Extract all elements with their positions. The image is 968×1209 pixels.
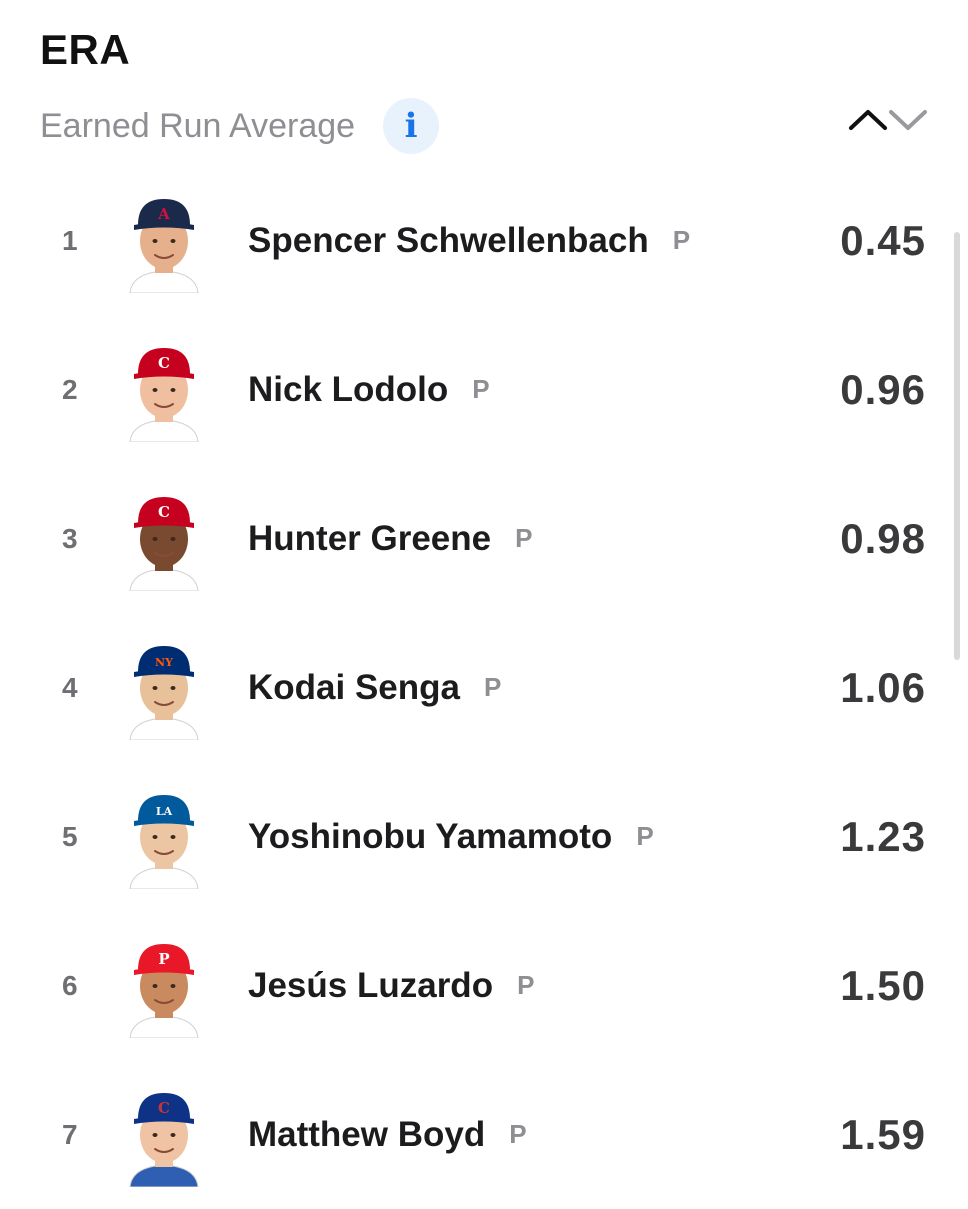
player-name[interactable]: Nick Lodolo [248, 369, 449, 409]
rank-number: 6 [62, 969, 78, 1001]
chevron-down-icon[interactable] [888, 104, 928, 134]
svg-text:C: C [158, 354, 170, 372]
stat-value: 1.50 [840, 961, 926, 1009]
sort-controls [848, 104, 928, 134]
player-info: Yoshinobu Yamamoto P [248, 817, 654, 857]
stat-value: 1.59 [840, 1110, 926, 1158]
chevron-up-icon[interactable] [848, 104, 888, 134]
stat-value: 1.06 [840, 663, 926, 711]
rank-number: 5 [62, 820, 78, 852]
player-position: P [472, 374, 490, 404]
svg-text:C: C [158, 1099, 170, 1117]
player-headshot-icon[interactable]: A [124, 189, 204, 293]
player-info: Hunter Greene P [248, 519, 532, 559]
stat-value: 0.96 [840, 365, 926, 413]
player-headshot-icon[interactable]: C [124, 338, 204, 442]
player-name[interactable]: Jesús Luzardo [248, 965, 494, 1005]
leader-row[interactable]: 5 LA Yoshinobu Yamamoto P 1.23 [0, 762, 968, 911]
player-headshot-icon[interactable]: C [124, 487, 204, 591]
subtitle-row: Earned Run Average i [40, 98, 440, 154]
svg-text:A: A [157, 205, 170, 223]
svg-text:LA: LA [156, 805, 173, 818]
leader-row[interactable]: 7 C Matthew Boyd P 1.59 [0, 1060, 968, 1209]
player-position: P [636, 821, 654, 851]
stat-subtitle: Earned Run Average [40, 106, 356, 145]
player-headshot-icon[interactable]: P [124, 934, 204, 1038]
svg-text:NY: NY [155, 656, 173, 669]
player-position: P [483, 672, 502, 702]
rank-number: 4 [62, 671, 78, 703]
rank-number: 3 [62, 522, 78, 554]
player-info: Nick Lodolo P [248, 370, 490, 410]
player-headshot-icon[interactable]: C [124, 1083, 204, 1187]
scrollbar[interactable] [954, 232, 960, 660]
leader-row[interactable]: 3 C Hunter Greene P 0.98 [0, 464, 968, 613]
player-position: P [509, 1119, 527, 1149]
leader-row[interactable]: 2 C Nick Lodolo P 0.96 [0, 315, 968, 464]
page-title: ERA [40, 26, 131, 73]
stat-value: 1.23 [840, 812, 926, 860]
stat-value: 0.98 [840, 514, 926, 562]
leader-row[interactable]: 1 A Spencer Schwellenbach P 0.45 [0, 166, 968, 315]
leader-row[interactable]: 6 P Jesús Luzardo P 1.50 [0, 911, 968, 1060]
player-name[interactable]: Spencer Schwellenbach [248, 220, 649, 260]
player-name[interactable]: Kodai Senga [248, 667, 460, 707]
player-info: Matthew Boyd P [248, 1115, 527, 1155]
info-icon[interactable]: i [383, 98, 440, 154]
player-name[interactable]: Hunter Greene [248, 518, 492, 558]
player-position: P [515, 523, 533, 553]
player-position: P [517, 970, 535, 1000]
svg-text:C: C [158, 503, 170, 521]
svg-text:P: P [158, 950, 169, 968]
leaders-list: 1 A Spencer Schwellenbach P 0.45 2 C Nic… [0, 166, 968, 1209]
player-name[interactable]: Matthew Boyd [248, 1114, 486, 1154]
player-name[interactable]: Yoshinobu Yamamoto [248, 816, 613, 856]
leader-row[interactable]: 4 NY Kodai Senga P 1.06 [0, 613, 968, 762]
rank-number: 7 [62, 1118, 78, 1150]
player-headshot-icon[interactable]: NY [124, 636, 204, 740]
player-info: Spencer Schwellenbach P [248, 221, 690, 261]
player-info: Kodai Senga P [248, 668, 501, 708]
player-position: P [672, 225, 691, 255]
player-info: Jesús Luzardo P [248, 966, 534, 1006]
player-headshot-icon[interactable]: LA [124, 785, 204, 889]
rank-number: 1 [62, 224, 78, 256]
stat-value: 0.45 [840, 216, 926, 264]
rank-number: 2 [62, 373, 78, 405]
